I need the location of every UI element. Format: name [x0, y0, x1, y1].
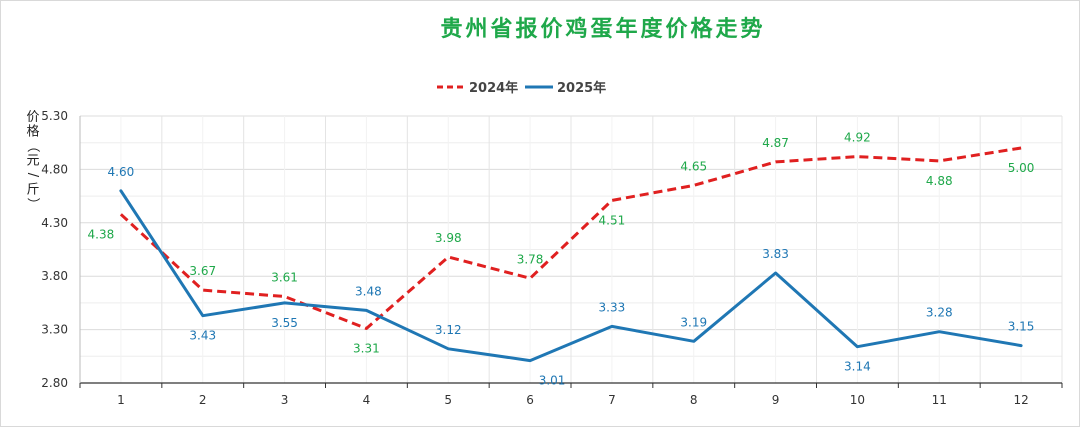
- x-tick-label: 4: [363, 393, 371, 407]
- y-tick-label: 4.30: [41, 216, 68, 230]
- legend: 2024年 2025年: [437, 80, 606, 96]
- y-axis-label-char: 价: [26, 110, 39, 125]
- data-label-2024: 4.92: [844, 131, 871, 145]
- data-label-2025: 3.55: [271, 316, 298, 330]
- y-tick-label: 3.80: [41, 269, 68, 283]
- data-label-2024: 3.61: [271, 270, 298, 284]
- data-label-2025: 3.33: [599, 300, 626, 314]
- y-axis-ticks: 2.80 3.30 3.80 4.30 4.80 5.30: [41, 109, 68, 390]
- data-label-2024: 4.88: [926, 174, 953, 188]
- y-axis-label-char: /: [25, 173, 40, 178]
- y-axis-label-char: 格: [26, 124, 39, 140]
- data-label-2024: 4.38: [88, 227, 115, 241]
- x-tick-label: 12: [1013, 393, 1028, 407]
- data-label-2025: 3.01: [539, 374, 566, 388]
- x-tick-label: 10: [850, 393, 865, 407]
- data-label-2025: 3.14: [844, 360, 871, 374]
- y-tick-label: 3.30: [41, 323, 68, 337]
- y-axis-label-char: 元: [26, 154, 39, 169]
- y-axis-label-char: 斤: [26, 183, 39, 198]
- data-label-2025: 3.83: [762, 247, 789, 261]
- x-tick-label: 6: [526, 393, 534, 407]
- y-tick-label: 2.80: [41, 376, 68, 390]
- data-label-2025: 3.28: [926, 306, 953, 320]
- chart-title: 贵州省报价鸡蛋年度价格走势: [440, 16, 765, 42]
- x-tick-label: 3: [281, 393, 289, 407]
- axes: [79, 116, 1063, 388]
- x-tick-label: 8: [690, 393, 698, 407]
- data-label-2024: 3.67: [189, 264, 216, 278]
- data-label-2024: 3.31: [353, 342, 380, 356]
- series-lines: [119, 146, 1023, 363]
- y-tick-label: 5.30: [41, 109, 68, 123]
- data-label-2025: 3.43: [189, 329, 216, 343]
- series-line-2025: [119, 189, 1023, 363]
- data-label-2025: 3.48: [355, 284, 382, 298]
- data-label-2024: 4.65: [680, 159, 707, 173]
- x-tick-label: 2: [199, 393, 207, 407]
- legend-label-2024: 2024年: [469, 80, 518, 96]
- x-axis-ticks: 1 2 3 4 5 6 7 8 9 10 11 12: [117, 393, 1029, 407]
- x-tick-label: 7: [608, 393, 616, 407]
- x-tick-label: 1: [117, 393, 125, 407]
- data-label-2025: 3.15: [1008, 320, 1035, 334]
- data-labels: 4.38 3.67 3.61 3.31 3.98 3.78 4.51 4.65 4.87 4.92…: [88, 131, 1035, 388]
- y-axis-label-char: （: [25, 139, 40, 152]
- legend-label-2025: 2025年: [557, 80, 606, 96]
- data-label-2025: 3.12: [435, 323, 462, 337]
- x-tick-label: 11: [932, 393, 947, 407]
- data-label-2025: 3.19: [680, 315, 707, 329]
- x-tick-label: 5: [444, 393, 452, 407]
- data-label-2024: 4.51: [599, 213, 626, 227]
- data-label-2024: 4.87: [762, 136, 789, 150]
- x-tick-label: 9: [772, 393, 780, 407]
- data-label-2024: 5.00: [1008, 161, 1035, 175]
- y-axis-label-char: ）: [25, 197, 40, 210]
- data-label-2024: 3.98: [435, 231, 462, 245]
- data-label-2025: 4.60: [108, 165, 135, 179]
- data-label-2024: 3.78: [517, 252, 544, 266]
- y-axis-label: 价格（ 元 / 斤）: [25, 110, 40, 211]
- y-tick-label: 4.80: [41, 162, 68, 176]
